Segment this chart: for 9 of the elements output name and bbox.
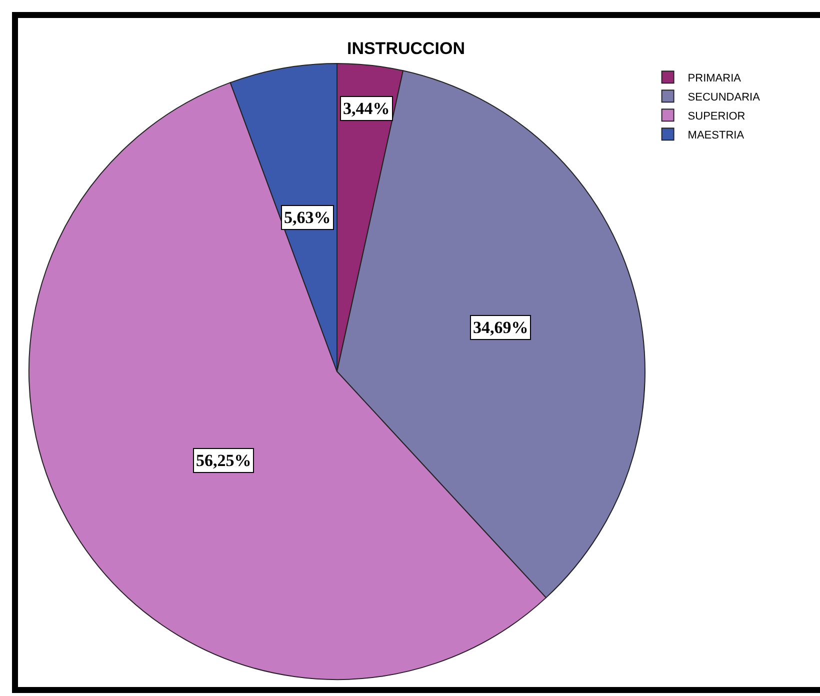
data-label: 5,63%	[284, 208, 331, 227]
chart-title: INSTRUCCION	[346, 38, 466, 58]
legend-label: SECUNDARIA	[688, 91, 761, 104]
legend-label: SUPERIOR	[688, 110, 746, 122]
legend-label: MAESTRIA	[688, 129, 745, 142]
data-label: 34,69%	[473, 318, 528, 337]
data-label: 3,44%	[343, 99, 390, 118]
legend-label: PRIMARIA	[688, 72, 742, 84]
data-label: 56,25%	[196, 451, 252, 470]
